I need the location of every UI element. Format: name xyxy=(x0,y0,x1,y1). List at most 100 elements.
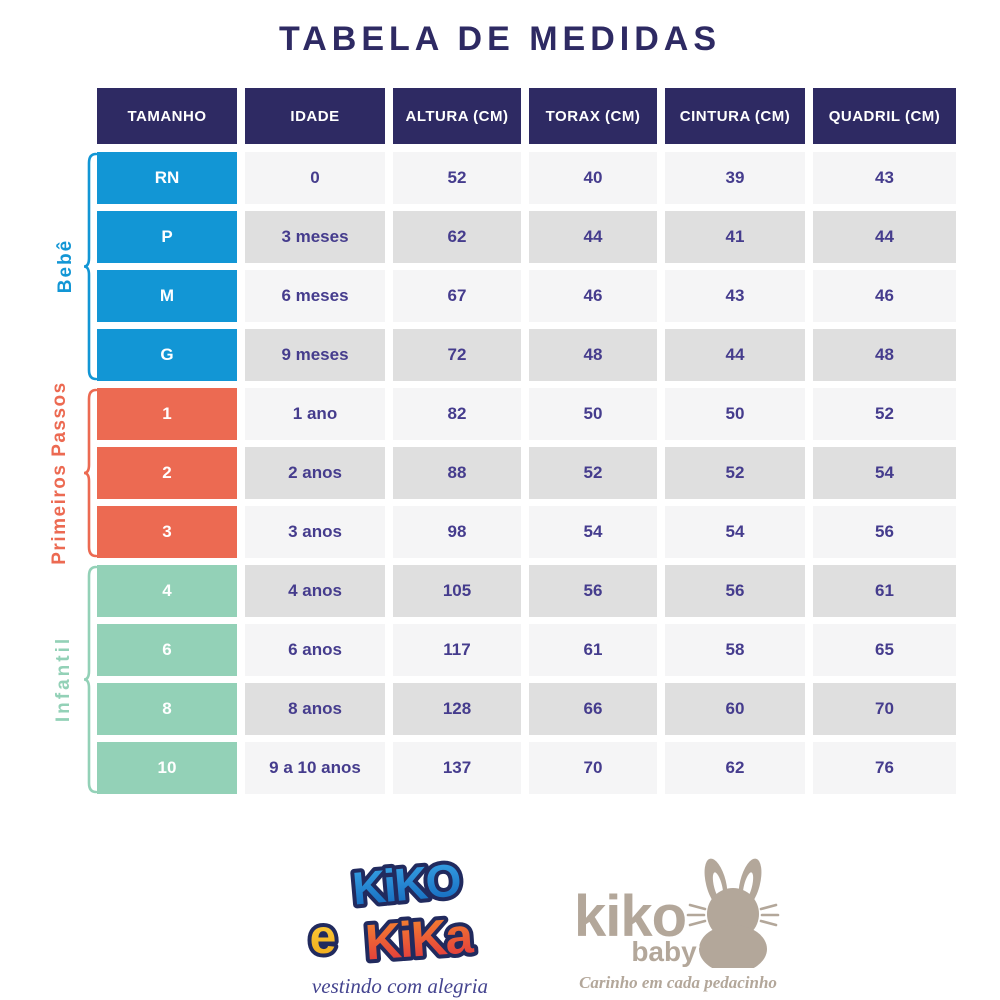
kiko-baby-logo: kiko baby Carinho em cada pedacinho xyxy=(572,856,784,993)
quadril-cell: 48 xyxy=(813,329,956,381)
header-quadril: QUADRIL (CM) xyxy=(813,88,956,144)
idade-cell: 2 anos xyxy=(245,447,385,499)
size-cell: 2 xyxy=(97,447,237,499)
table-row: G 9 meses 72 48 44 48 xyxy=(97,329,956,381)
table-body: RN 0 52 40 39 43 P 3 meses 62 44 41 44 M… xyxy=(97,152,956,794)
table-row: 3 3 anos 98 54 54 56 xyxy=(97,506,956,558)
header-cintura: CINTURA (CM) xyxy=(665,88,805,144)
idade-cell: 8 anos xyxy=(245,683,385,735)
quadril-cell: 44 xyxy=(813,211,956,263)
cintura-cell: 60 xyxy=(665,683,805,735)
size-cell: 3 xyxy=(97,506,237,558)
size-cell: M xyxy=(97,270,237,322)
table-row: 4 4 anos 105 56 56 61 xyxy=(97,565,956,617)
table-row: 8 8 anos 128 66 60 70 xyxy=(97,683,956,735)
torax-cell: 54 xyxy=(529,506,657,558)
header-tamanho: TAMANHO xyxy=(97,88,237,144)
table-row: 2 2 anos 88 52 52 54 xyxy=(97,447,956,499)
svg-text:baby: baby xyxy=(631,936,697,967)
quadril-cell: 70 xyxy=(813,683,956,735)
kiko-baby-tagline: Carinho em cada pedacinho xyxy=(579,973,777,992)
idade-cell: 6 anos xyxy=(245,624,385,676)
group-label-bebe: Bebê xyxy=(55,238,76,294)
torax-cell: 66 xyxy=(529,683,657,735)
primeiros-passos-group-bracket-icon xyxy=(83,388,98,558)
altura-cell: 128 xyxy=(393,683,521,735)
cintura-cell: 43 xyxy=(665,270,805,322)
quadril-cell: 43 xyxy=(813,152,956,204)
table-row: P 3 meses 62 44 41 44 xyxy=(97,211,956,263)
idade-cell: 6 meses xyxy=(245,270,385,322)
size-table: TAMANHO IDADE ALTURA (CM) TORAX (CM) CIN… xyxy=(97,88,956,794)
altura-cell: 67 xyxy=(393,270,521,322)
torax-cell: 70 xyxy=(529,742,657,794)
altura-cell: 117 xyxy=(393,624,521,676)
table-row: RN 0 52 40 39 43 xyxy=(97,152,956,204)
kiko-e-kika-logo: KiKO e KiKa vestindo com alegria xyxy=(295,849,505,999)
svg-text:kiko: kiko xyxy=(574,884,686,949)
cintura-cell: 54 xyxy=(665,506,805,558)
kiko-e-kika-logo-icon: KiKO e KiKa xyxy=(306,849,480,974)
size-cell: 1 xyxy=(97,388,237,440)
idade-cell: 0 xyxy=(245,152,385,204)
size-cell: G xyxy=(97,329,237,381)
altura-cell: 105 xyxy=(393,565,521,617)
torax-cell: 48 xyxy=(529,329,657,381)
infantil-group-bracket-icon xyxy=(83,565,98,794)
altura-cell: 137 xyxy=(393,742,521,794)
idade-cell: 1 ano xyxy=(245,388,385,440)
svg-text:KiKO: KiKO xyxy=(350,853,461,914)
bebe-group-bracket-icon xyxy=(83,152,98,381)
cintura-cell: 56 xyxy=(665,565,805,617)
svg-text:KiKa: KiKa xyxy=(363,907,476,968)
group-label-primeiros-passos: Primeiros Passos xyxy=(49,381,70,565)
table-row: 6 6 anos 117 61 58 65 xyxy=(97,624,956,676)
kiko-baby-logo-icon: kiko baby xyxy=(574,858,780,973)
size-cell: P xyxy=(97,211,237,263)
cintura-cell: 44 xyxy=(665,329,805,381)
altura-cell: 98 xyxy=(393,506,521,558)
size-cell: 6 xyxy=(97,624,237,676)
quadril-cell: 65 xyxy=(813,624,956,676)
altura-cell: 88 xyxy=(393,447,521,499)
quadril-cell: 76 xyxy=(813,742,956,794)
cintura-cell: 62 xyxy=(665,742,805,794)
idade-cell: 9 meses xyxy=(245,329,385,381)
torax-cell: 50 xyxy=(529,388,657,440)
header-torax: TORAX (CM) xyxy=(529,88,657,144)
altura-cell: 62 xyxy=(393,211,521,263)
cintura-cell: 52 xyxy=(665,447,805,499)
size-cell: RN xyxy=(97,152,237,204)
torax-cell: 40 xyxy=(529,152,657,204)
torax-cell: 46 xyxy=(529,270,657,322)
torax-cell: 61 xyxy=(529,624,657,676)
altura-cell: 52 xyxy=(393,152,521,204)
cintura-cell: 39 xyxy=(665,152,805,204)
header-idade: IDADE xyxy=(245,88,385,144)
idade-cell: 3 meses xyxy=(245,211,385,263)
header-altura: ALTURA (CM) xyxy=(393,88,521,144)
bunny-icon xyxy=(686,858,780,973)
idade-cell: 4 anos xyxy=(245,565,385,617)
quadril-cell: 46 xyxy=(813,270,956,322)
quadril-cell: 54 xyxy=(813,447,956,499)
idade-cell: 9 a 10 anos xyxy=(245,742,385,794)
size-cell: 4 xyxy=(97,565,237,617)
table-row: 1 1 ano 82 50 50 52 xyxy=(97,388,956,440)
altura-cell: 72 xyxy=(393,329,521,381)
torax-cell: 52 xyxy=(529,447,657,499)
quadril-cell: 56 xyxy=(813,506,956,558)
cintura-cell: 50 xyxy=(665,388,805,440)
table-header: TAMANHO IDADE ALTURA (CM) TORAX (CM) CIN… xyxy=(97,88,956,144)
page-title: TABELA DE MEDIDAS xyxy=(279,20,721,58)
svg-text:e: e xyxy=(310,911,337,964)
kiko-e-kika-tagline: vestindo com alegria xyxy=(311,974,489,998)
size-cell: 10 xyxy=(97,742,237,794)
torax-cell: 56 xyxy=(529,565,657,617)
torax-cell: 44 xyxy=(529,211,657,263)
quadril-cell: 52 xyxy=(813,388,956,440)
idade-cell: 3 anos xyxy=(245,506,385,558)
size-cell: 8 xyxy=(97,683,237,735)
group-label-infantil: Infantil xyxy=(53,635,74,723)
altura-cell: 82 xyxy=(393,388,521,440)
